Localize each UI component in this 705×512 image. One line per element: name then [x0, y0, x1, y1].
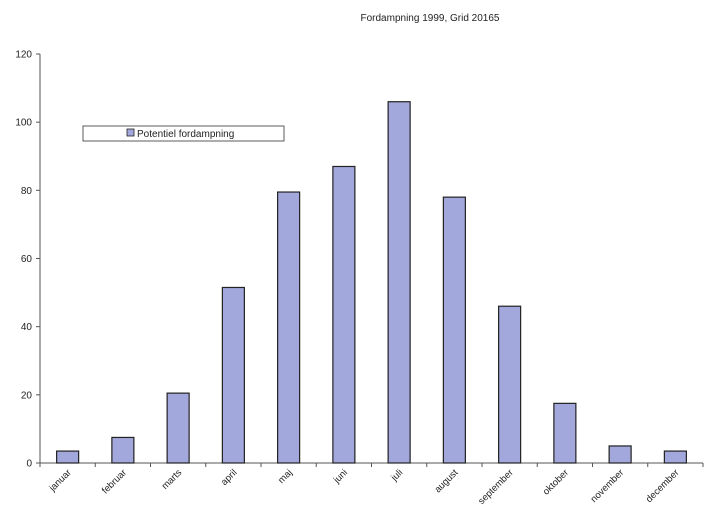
bar-december [663, 450, 687, 464]
y-tick-label: 20 [21, 390, 33, 401]
bar-august [442, 196, 466, 464]
category-labels: januar februar marts april maj juni juli august… [47, 467, 682, 507]
x-tick-label: november [589, 467, 627, 505]
y-tick-label: 100 [15, 118, 32, 129]
y-tick-label: 80 [21, 186, 33, 197]
x-tick-label: august [433, 467, 461, 495]
y-tick-label: 40 [21, 322, 33, 333]
x-tick-label: maj [276, 467, 295, 486]
bar-april [221, 286, 245, 464]
bar-marts [166, 392, 190, 464]
bar-oktober [553, 402, 577, 464]
bar-februar [111, 436, 135, 464]
x-tick-label: marts [160, 467, 185, 492]
x-tick-label: oktober [541, 467, 571, 497]
bar-juni [332, 165, 356, 464]
x-tick-label: januar [47, 467, 74, 494]
x-tick-label: september [476, 467, 516, 507]
bar-november [608, 445, 632, 464]
x-tick-label: juli [389, 467, 406, 484]
bar-januar [56, 450, 80, 464]
y-tick-label: 120 [15, 50, 32, 61]
bar-series [56, 101, 687, 464]
bar-maj [277, 191, 301, 464]
chart-title: Fordampning 1999, Grid 20165 [361, 13, 500, 24]
x-tick-label: juni [331, 467, 350, 486]
y-tick-label: 0 [26, 459, 32, 470]
x-tick-label: februar [100, 467, 129, 496]
bar-juli [387, 101, 411, 464]
x-tick-label: december [644, 467, 682, 505]
bar-september [498, 305, 522, 464]
x-tick-label: april [219, 467, 239, 487]
y-axis: 0 20 40 60 80 100 120 [15, 50, 41, 470]
legend: Potentiel fordampning [82, 125, 285, 142]
legend-swatch [126, 128, 135, 137]
y-tick-label: 60 [21, 254, 33, 265]
x-axis [39, 462, 704, 467]
legend-label: Potentiel fordampning [137, 129, 234, 140]
